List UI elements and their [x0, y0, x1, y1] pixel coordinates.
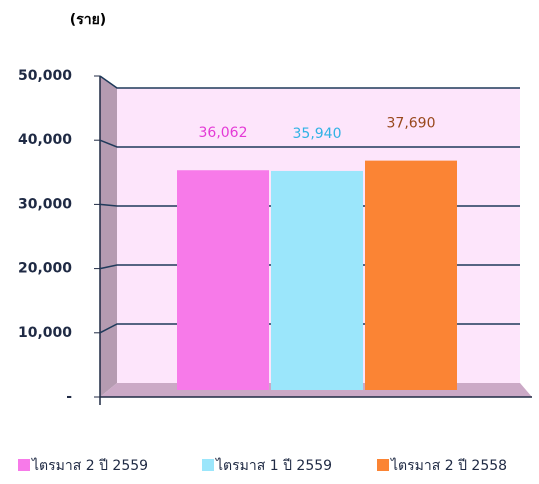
value-label: 36,062: [199, 125, 248, 141]
legend-label: ไตรมาส 2 ปี 2559: [31, 457, 148, 474]
legend-swatch: [202, 459, 214, 471]
legend-label: ไตรมาส 2 ปี 2558: [390, 457, 507, 474]
bar: [365, 160, 457, 390]
grid-line: [99, 139, 520, 148]
y-axis-label: (ราย): [70, 12, 106, 28]
y-tick-label: -: [66, 389, 72, 405]
y-tick-label: 20,000: [18, 261, 72, 277]
y-tick-label: 50,000: [18, 68, 72, 84]
legend-swatch: [18, 459, 30, 471]
legend-label: ไตรมาส 1 ปี 2559: [215, 457, 332, 474]
bar: [271, 170, 363, 390]
y-tick-label: 10,000: [18, 325, 72, 341]
y-tick-label: 40,000: [18, 132, 72, 148]
y-tick-label: 30,000: [18, 196, 72, 212]
bar: [177, 170, 269, 390]
grid-line: [99, 75, 520, 89]
value-label: 37,690: [387, 116, 436, 132]
legend-swatch: [377, 459, 389, 471]
value-label: 35,940: [293, 126, 342, 142]
side-wall: [100, 76, 117, 397]
